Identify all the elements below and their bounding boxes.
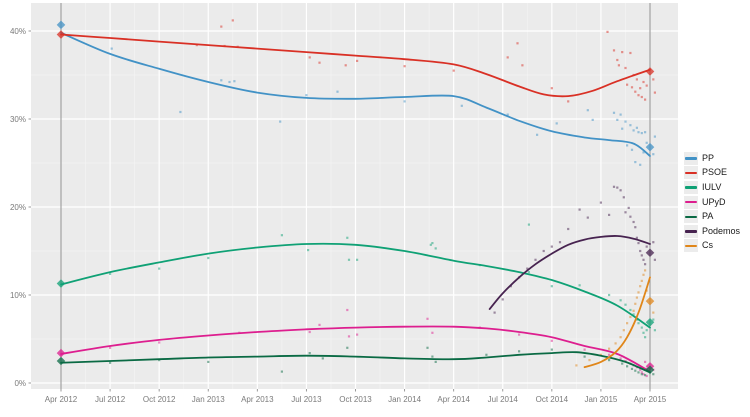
legend-key-icon xyxy=(684,224,698,238)
y-tick-label: 40% xyxy=(10,27,26,36)
legend-item-iulv: IULV xyxy=(684,180,750,195)
trend-line-pa xyxy=(60,351,651,374)
y-axis: 0% 10% 20% 30% 40% xyxy=(10,27,31,388)
y-tick-label: 30% xyxy=(10,115,26,124)
legend-label: UPyD xyxy=(702,196,726,207)
legend: PP PSOE IULV UPyD PA Podemos Cs xyxy=(684,151,750,253)
trend-line-psoe xyxy=(60,33,651,98)
legend-label: PA xyxy=(702,211,714,222)
legend-item-pp: PP xyxy=(684,151,750,166)
election-result-iulv-apr-2012 xyxy=(56,279,66,288)
trend-line-pp xyxy=(60,31,651,157)
legend-item-podemos: Podemos xyxy=(684,224,750,239)
election-result-pa-apr-2012 xyxy=(56,356,66,366)
legend-key-icon xyxy=(684,166,698,180)
legend-item-cs: Cs xyxy=(684,239,750,254)
x-tick-label: Jul 2014 xyxy=(488,395,519,404)
x-tick-label: Jul 2012 xyxy=(95,395,126,404)
election-result-upyd-apr-2012 xyxy=(56,348,66,358)
legend-swatch-psoe xyxy=(685,171,697,175)
poll-points-pa xyxy=(109,346,655,377)
legend-key-icon xyxy=(684,239,698,253)
legend-label: PSOE xyxy=(702,167,728,178)
x-axis: Apr 2012 Jul 2012 Oct 2012 Jan 2013 Apr 2013… xyxy=(45,389,667,404)
x-tick-label: Apr 2015 xyxy=(634,395,667,404)
election-result-podemos-apr-2015 xyxy=(645,248,655,258)
x-tick-label: Oct 2012 xyxy=(143,395,176,404)
election-result-iulv-apr-2015 xyxy=(645,317,655,327)
legend-item-upyd: UPyD xyxy=(684,195,750,210)
legend-key-icon xyxy=(684,195,698,209)
poll-points-pp xyxy=(110,47,656,166)
legend-label: Podemos xyxy=(702,225,741,236)
legend-swatch-pa xyxy=(685,215,697,218)
x-tick-label: Oct 2013 xyxy=(339,395,372,404)
x-tick-label: Jan 2014 xyxy=(388,395,421,404)
poll-points-podemos xyxy=(493,185,656,314)
legend-key-icon xyxy=(684,151,698,165)
legend-label: Cs xyxy=(702,240,713,251)
trend-line-iulv xyxy=(60,242,651,329)
legend-item-psoe: PSOE xyxy=(684,166,750,181)
x-tick-label: Jan 2013 xyxy=(192,395,225,404)
legend-label: PP xyxy=(702,152,715,163)
y-tick-label: 20% xyxy=(10,203,26,212)
grid-minor xyxy=(31,3,678,389)
legend-item-pa: PA xyxy=(684,209,750,224)
x-tick-label: Apr 2012 xyxy=(45,395,78,404)
x-tick-label: Apr 2013 xyxy=(241,395,274,404)
y-tick-label: 0% xyxy=(14,379,26,388)
legend-label: IULV xyxy=(702,181,722,192)
x-tick-label: Jul 2013 xyxy=(291,395,322,404)
legend-swatch-iulv xyxy=(685,186,697,189)
legend-key-icon xyxy=(684,180,698,194)
trend-line-upyd xyxy=(60,325,651,373)
legend-swatch-pp xyxy=(685,157,697,160)
plot-panel xyxy=(31,3,678,389)
x-tick-label: Oct 2014 xyxy=(536,395,569,404)
trend-line-cs xyxy=(583,276,651,369)
election-result-cs-apr-2015 xyxy=(645,296,655,306)
y-tick-label: 10% xyxy=(10,291,26,300)
election-result-pp-apr-2015 xyxy=(645,142,655,152)
legend-swatch-cs xyxy=(685,244,697,248)
legend-key-icon xyxy=(684,210,698,224)
trend-line-podemos xyxy=(488,235,651,310)
election-result-psoe-apr-2015 xyxy=(645,67,655,76)
election-result-pa-apr-2015 xyxy=(645,365,655,375)
election-result-pp-apr-2012 xyxy=(56,20,66,30)
legend-swatch-podemos xyxy=(685,230,697,233)
x-tick-label: Apr 2014 xyxy=(437,395,470,404)
x-tick-label: Jan 2015 xyxy=(584,395,617,404)
election-result-psoe-apr-2012 xyxy=(56,30,66,39)
legend-swatch-upyd xyxy=(685,200,697,204)
